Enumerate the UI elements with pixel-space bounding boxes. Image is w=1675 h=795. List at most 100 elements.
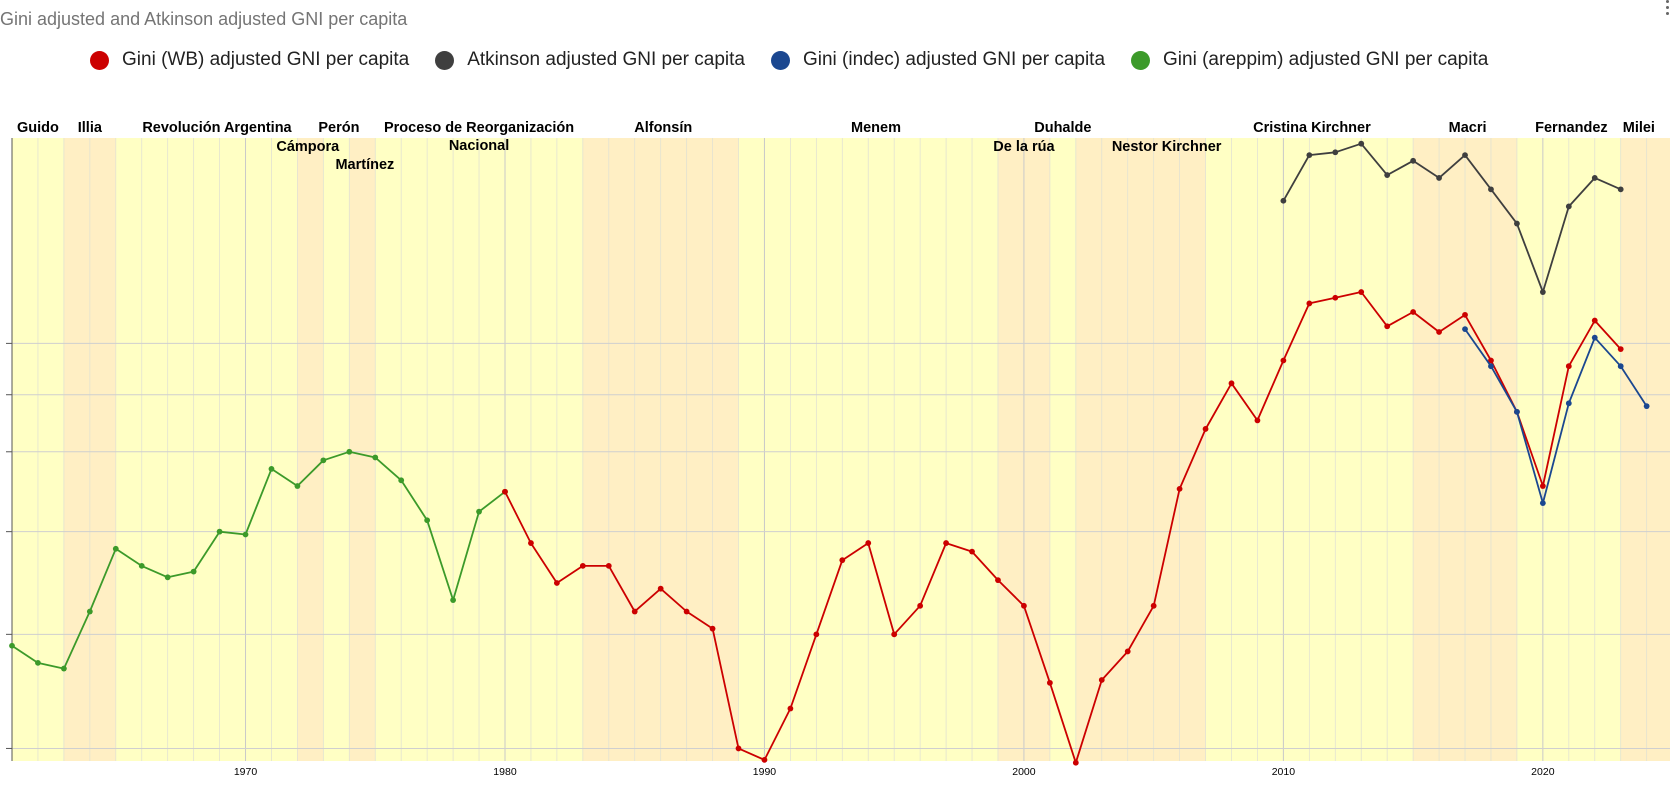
series-2-point-5 [1591,334,1598,341]
series-0-point-17 [943,540,949,546]
series-1-point-3 [1358,140,1365,147]
era-label-13: Macri [1449,120,1487,136]
era-band-15 [1620,138,1670,761]
series-0-point-40 [1539,483,1546,489]
legend-item-gini-areppim[interactable]: Gini (areppim) adjusted GNI per capita [1131,49,1488,71]
series-0-point-13 [839,557,846,564]
series-0-point-15 [891,631,898,638]
series-2-point-7 [1643,403,1650,410]
legend-item-gini-wb[interactable]: Gini (WB) adjusted GNI per capita [90,49,409,71]
x-tick-label-1970: 1970 [234,766,258,778]
series-0-point-27 [1202,426,1209,432]
series-3-point-8 [216,528,223,535]
legend-swatch-gini-indec [770,50,790,70]
era-label-9: De la rúa [993,139,1055,155]
series-0-point-4 [605,562,612,569]
series-1-point-2 [1332,149,1339,156]
menu-dots-icon[interactable] [1665,0,1671,15]
series-1-point-8 [1488,186,1494,193]
series-2-point-4 [1565,400,1572,407]
series-1-point-0 [1280,197,1287,204]
legend-label-gini-wb: Gini (WB) adjusted GNI per capita [122,49,410,70]
series-0-point-14 [865,540,872,546]
series-1-point-4 [1384,172,1391,178]
series-0-point-20 [1021,602,1027,609]
series-3-point-6 [164,574,171,581]
series-0-point-24 [1124,648,1131,655]
x-tick-label-2020: 2020 [1531,766,1555,778]
series-3-point-1 [35,659,41,666]
era-label-6: Proceso de Reorganización [384,120,574,136]
x-tick-label-2010: 2010 [1272,766,1296,778]
legend-item-gini-indec[interactable]: Gini (indec) adjusted GNI per capita [770,49,1106,71]
series-3-point-0 [9,642,15,649]
series-0-point-10 [761,756,768,763]
series-1-point-7 [1462,152,1468,159]
series-1-point-6 [1436,175,1442,181]
series-0-point-41 [1565,363,1572,370]
series-1-point-1 [1306,152,1313,159]
series-2-point-6 [1617,363,1624,370]
series-3-point-10 [268,465,275,472]
series-0-point-5 [631,608,638,615]
series-0-point-25 [1150,602,1157,609]
x-tick-label-1980: 1980 [493,766,517,778]
era-label-7: Alfonsín [634,120,692,136]
series-0-point-1 [528,540,534,546]
series-3-point-14 [372,454,379,461]
series-3-point-12 [320,457,327,464]
series-0-point-19 [995,577,1001,584]
era-label-15: Milei [1623,120,1655,136]
series-0-point-6 [657,585,664,592]
era-band-11 [1075,138,1206,761]
legend-swatch-gini-areppim [1131,50,1151,70]
series-2-point-0 [1462,326,1468,333]
series-2-point-1 [1488,363,1494,370]
legend-label-gini-indec: Gini (indec) adjusted GNI per capita [802,49,1106,70]
series-0-point-30 [1280,357,1287,364]
series-0-point-23 [1098,677,1105,683]
series-0-point-21 [1046,679,1053,686]
series-0-point-18 [969,548,975,555]
era-band-3 [297,138,324,761]
legend-label-atkinson: Atkinson adjusted GNI per capita [467,49,745,70]
era-label-2: Revolución Argentina [142,120,292,136]
series-1-point-13 [1617,186,1624,193]
era-label-12: Cristina Kirchner [1253,120,1371,136]
series-3-point-15 [398,477,405,484]
series-0-point-33 [1358,289,1365,295]
series-0-point-8 [709,625,716,632]
series-3-point-7 [190,568,197,575]
series-1-point-10 [1539,289,1546,295]
series-0-point-35 [1410,309,1417,315]
era-label-6-line1: Nacional [449,138,509,154]
era-band-10 [1049,138,1076,761]
legend-label-gini-areppim: Gini (areppim) adjusted GNI per capita [1163,49,1489,70]
series-3-point-13 [346,448,353,455]
era-band-4 [323,138,350,761]
legend-swatch-gini-wb [90,50,109,70]
era-label-14: Fernandez [1535,120,1608,136]
x-tick-label-2000: 2000 [1012,766,1036,778]
series-3-point-16 [424,517,431,524]
series-1-point-5 [1410,157,1417,164]
series-2-point-2 [1514,408,1520,415]
series-line-1 [1282,142,1622,293]
horizontal-gridlines [6,342,1670,749]
series-0-point-32 [1332,294,1339,301]
series-0-point-42 [1591,317,1598,324]
series-3-point-18 [476,508,482,515]
vertical-gridlines [11,138,1648,761]
series-3-point-11 [294,483,301,489]
series-line-0 [504,291,1622,764]
series-0-point-26 [1176,485,1183,492]
series-0-point-7 [683,608,690,615]
x-tick-label-1990: 1990 [753,766,777,778]
legend-item-atkinson[interactable]: Atkinson adjusted GNI per capita [435,49,745,71]
series-0-point-16 [917,602,924,609]
series-0-point-11 [787,705,794,712]
series-0-point-43 [1617,346,1624,352]
series-3-point-5 [138,562,145,569]
series-1-point-9 [1514,220,1520,227]
